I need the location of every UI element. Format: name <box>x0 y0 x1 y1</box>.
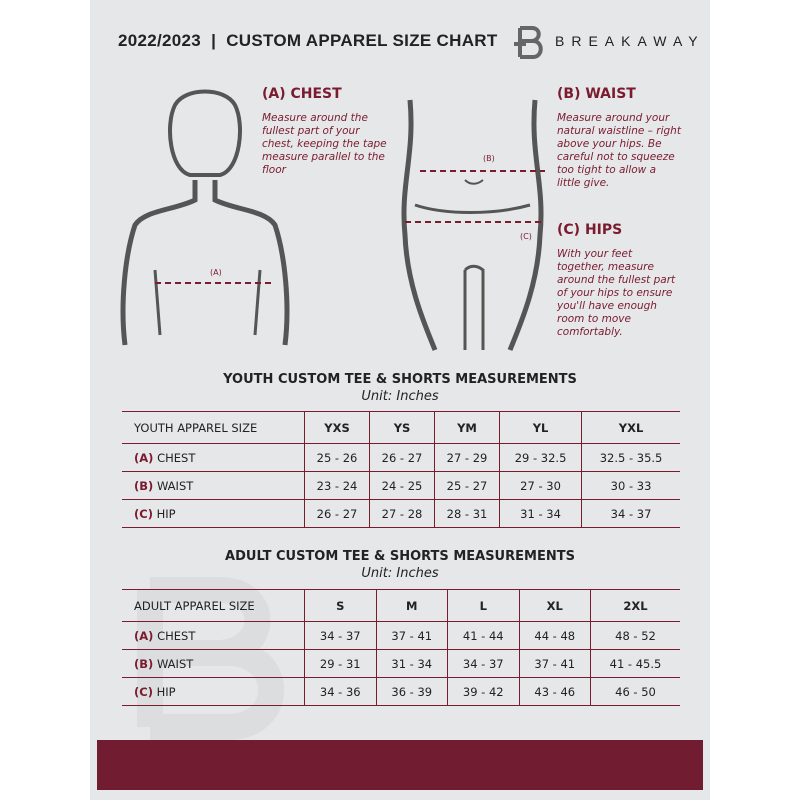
chest-description: Measure around the fullest part of your … <box>262 112 387 176</box>
measurement-cell: 23 - 24 <box>304 471 370 500</box>
measurement-cell: 37 - 41 <box>375 621 448 650</box>
waist-description: Measure around your natural waistline – … <box>557 112 681 189</box>
row-label: (C) HIP <box>122 499 305 528</box>
row-letter: (B) <box>134 478 154 493</box>
header-cell: YXS <box>304 411 370 444</box>
table-row: (B) WAIST 23 - 24 24 - 25 25 - 27 27 - 30 30 … <box>122 471 680 500</box>
measurement-cell: 25 - 26 <box>304 443 370 472</box>
header-cell: YL <box>498 411 582 444</box>
row-letter: (A) <box>134 628 154 643</box>
hips-marker: (C) <box>520 232 532 241</box>
waist-marker: (B) <box>483 154 495 163</box>
row-letter: (A) <box>134 450 154 465</box>
header-row: ADULT APPAREL SIZE S M L XL 2XL <box>122 589 680 622</box>
row-label: (A) CHEST <box>122 621 305 650</box>
header-cell: YS <box>369 411 435 444</box>
measurement-cell: 34 - 37 <box>447 649 519 678</box>
hips-heading: (C) HIPS <box>557 222 623 238</box>
row-name: CHEST <box>157 450 196 465</box>
header-cell: YM <box>434 411 500 444</box>
measurement-cell: 36 - 39 <box>375 677 448 706</box>
header-cell: M <box>375 589 448 622</box>
measurement-cell: 29 - 31 <box>304 649 376 678</box>
row-name: WAIST <box>156 656 194 671</box>
youth-size-table: YOUTH APPAREL SIZE YXS YS YM YL YXL (A) CHEST 2… <box>122 411 680 528</box>
adult-table-title: ADULT CUSTOM TEE & SHORTS MEASUREMENTS <box>225 549 575 564</box>
table-row: (C) HIP 34 - 36 36 - 39 39 - 42 43 - 46 46 - … <box>122 677 680 706</box>
measurement-cell: 25 - 27 <box>434 471 500 500</box>
table-row: (A) CHEST 25 - 26 26 - 27 27 - 29 29 - 32.5 3… <box>122 443 680 472</box>
row-name: HIP <box>156 506 176 521</box>
measurement-cell: 41 - 45.5 <box>590 649 680 678</box>
header-cell: L <box>447 589 519 622</box>
page-title: 2022/2023 | CUSTOM APPAREL SIZE CHART <box>118 31 498 50</box>
header-cell: XL <box>518 589 591 622</box>
measurement-cell: 29 - 32.5 <box>498 443 582 472</box>
table-row: (A) CHEST 34 - 37 37 - 41 41 - 44 44 - 48 48 … <box>122 621 680 650</box>
waist-heading: (B) WAIST <box>557 86 636 102</box>
measurement-cell: 30 - 33 <box>581 471 680 500</box>
brand-name: BREAKAWAY <box>555 33 705 49</box>
row-label: (A) CHEST <box>122 443 305 472</box>
measurement-cell: 26 - 27 <box>304 499 370 528</box>
adult-unit: Unit: Inches <box>361 566 439 581</box>
measurement-cell: 41 - 44 <box>447 621 519 650</box>
measurement-cell: 27 - 30 <box>498 471 582 500</box>
breakaway-logo <box>514 26 543 59</box>
measurement-cell: 34 - 37 <box>304 621 376 650</box>
measurement-cell: 44 - 48 <box>518 621 591 650</box>
measurement-cell: 28 - 31 <box>434 499 500 528</box>
header-cell: S <box>304 589 376 622</box>
hips-description: With your feet together, measure around … <box>557 248 676 338</box>
youth-unit: Unit: Inches <box>361 389 439 404</box>
table-row: (B) WAIST 29 - 31 31 - 34 34 - 37 37 - 41 41 … <box>122 649 680 678</box>
chest-marker: (A) <box>210 268 222 277</box>
adult-size-table: ADULT APPAREL SIZE S M L XL 2XL (A) CHEST 34 - … <box>122 589 680 706</box>
measurement-cell: 31 - 34 <box>375 649 448 678</box>
header-cell: YOUTH APPAREL SIZE <box>122 411 305 444</box>
measurement-cell: 24 - 25 <box>369 471 435 500</box>
row-letter: (C) <box>134 506 153 521</box>
lower-body-illustration <box>401 99 545 351</box>
header-cell: ADULT APPAREL SIZE <box>122 589 305 622</box>
measurement-cell: 39 - 42 <box>447 677 519 706</box>
header-row: YOUTH APPAREL SIZE YXS YS YM YL YXL <box>122 411 680 444</box>
row-name: CHEST <box>157 628 196 643</box>
row-name: HIP <box>156 684 176 699</box>
measurement-cell: 43 - 46 <box>518 677 591 706</box>
youth-table-title: YOUTH CUSTOM TEE & SHORTS MEASUREMENTS <box>223 372 577 387</box>
measurement-cell: 34 - 37 <box>581 499 680 528</box>
table-row: (C) HIP 26 - 27 27 - 28 28 - 31 31 - 34 34 - … <box>122 499 680 528</box>
footer-bar <box>97 740 703 790</box>
header-cell: 2XL <box>590 589 680 622</box>
measurement-cell: 32.5 - 35.5 <box>581 443 680 472</box>
measurement-cell: 34 - 36 <box>304 677 376 706</box>
measurement-cell: 48 - 52 <box>590 621 680 650</box>
measurement-cell: 46 - 50 <box>590 677 680 706</box>
chest-heading: (A) CHEST <box>262 86 342 102</box>
row-letter: (B) <box>134 656 154 671</box>
measurement-cell: 31 - 34 <box>498 499 582 528</box>
upper-body-illustration <box>120 89 290 346</box>
measurement-cell: 37 - 41 <box>518 649 591 678</box>
measurement-cell: 27 - 28 <box>369 499 435 528</box>
row-name: WAIST <box>156 478 194 493</box>
row-label: (B) WAIST <box>122 649 305 678</box>
header-cell: YXL <box>581 411 680 444</box>
row-label: (B) WAIST <box>122 471 305 500</box>
row-letter: (C) <box>134 684 153 699</box>
row-label: (C) HIP <box>122 677 305 706</box>
measurement-cell: 27 - 29 <box>434 443 500 472</box>
measurement-cell: 26 - 27 <box>369 443 435 472</box>
